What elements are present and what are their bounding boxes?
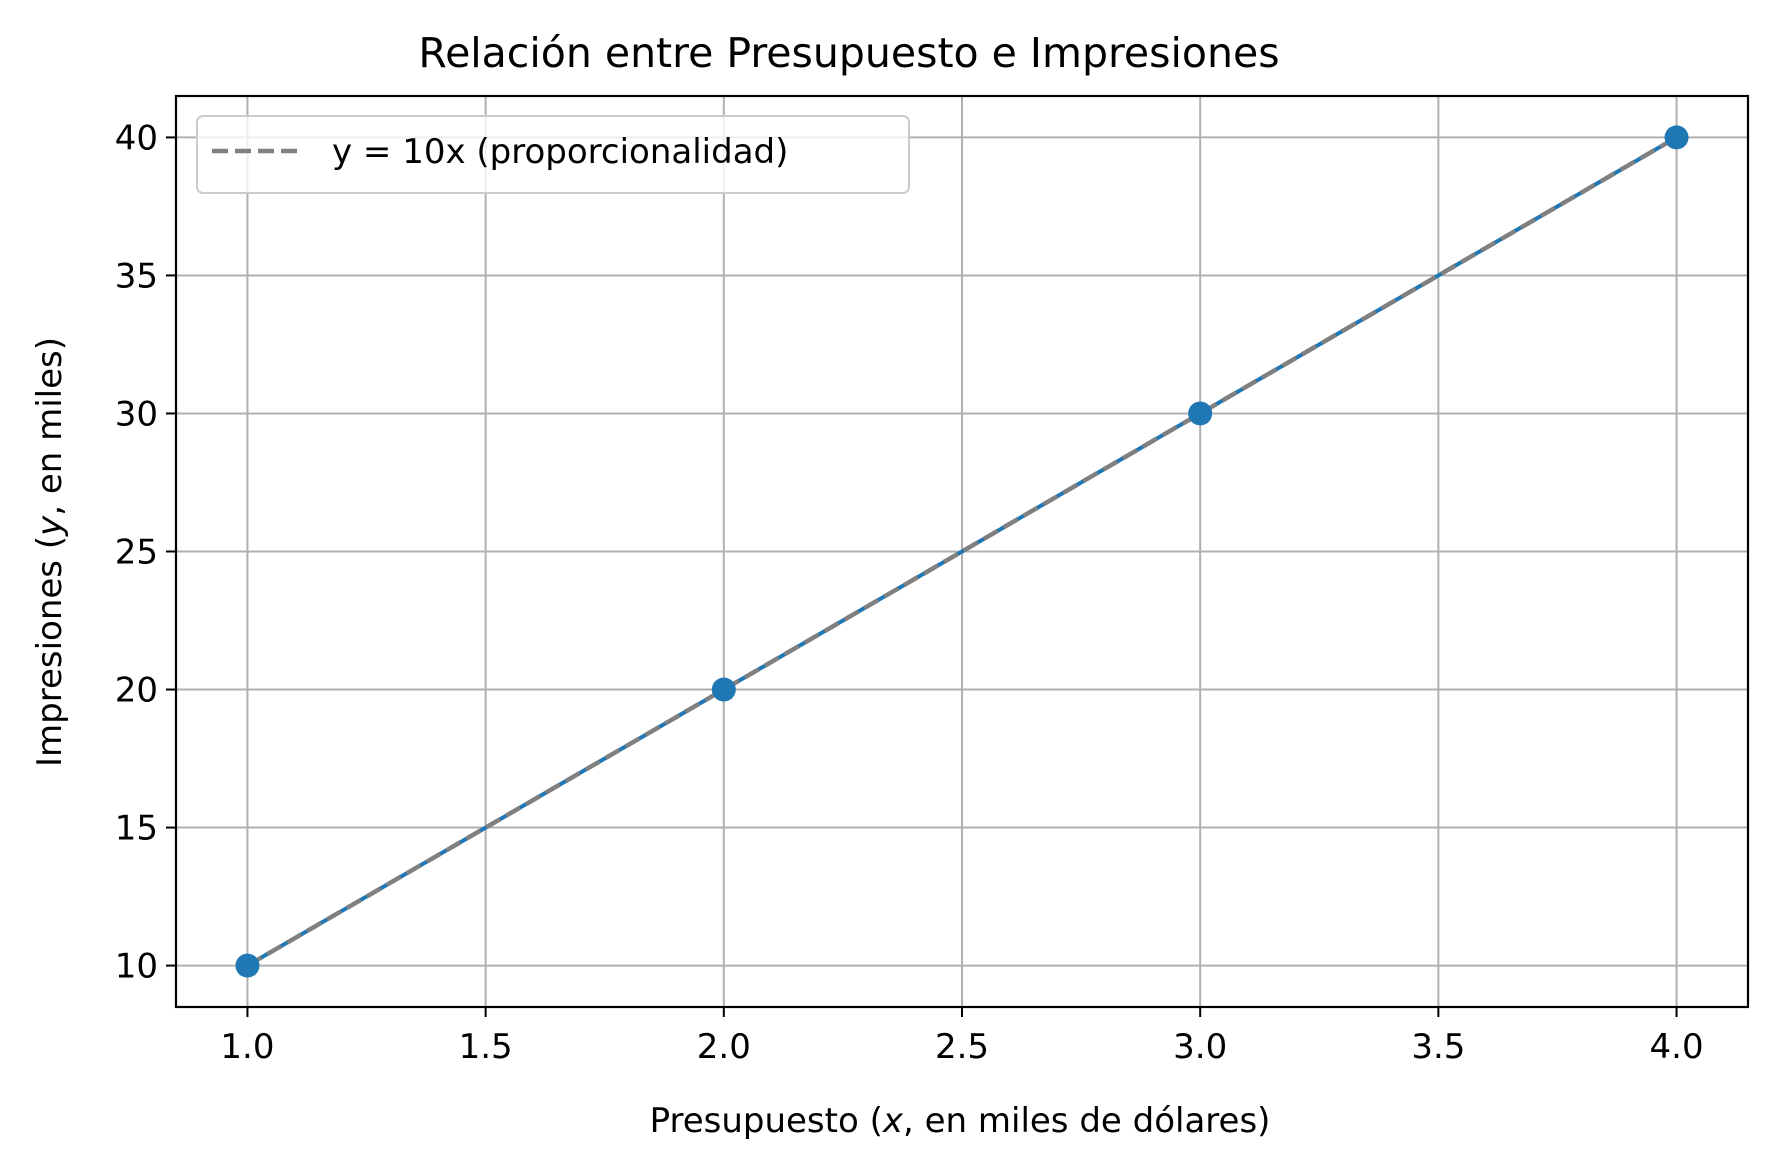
x-axis-title: Presupuesto (x, en miles de dólares) [650, 1101, 1271, 1141]
series-0-point-3 [1665, 125, 1689, 149]
y-tick-label-2: 20 [115, 671, 158, 711]
x-axis-title-part-3: , en miles de dólares) [903, 1101, 1270, 1141]
series-0-point-0 [235, 954, 259, 978]
legend-label: y = 10x (proporcionalidad) [332, 132, 788, 172]
legend: y = 10x (proporcionalidad) [197, 116, 909, 193]
y-axis-title-part-1: Impresiones ( [30, 536, 70, 767]
y-tick-label-4: 30 [115, 394, 158, 434]
x-tick-label-3: 2.5 [935, 1027, 989, 1067]
y-axis-title-variable: y [30, 515, 70, 537]
x-axis-title-variable: x [882, 1101, 904, 1141]
y-tick-label-5: 35 [115, 256, 158, 296]
x-tick-label-4: 3.0 [1173, 1027, 1227, 1067]
x-tick-label-0: 1.0 [220, 1027, 274, 1067]
series-0-point-1 [712, 678, 736, 702]
y-tick-label-0: 10 [115, 947, 158, 987]
y-axis-title-part-3: , en miles) [30, 337, 70, 516]
y-tick-label-3: 25 [115, 533, 158, 573]
x-tick-label-2: 2.0 [697, 1027, 751, 1067]
x-axis-title-part-1: Presupuesto ( [650, 1101, 883, 1141]
y-axis-title: Impresiones (y, en miles) [30, 337, 70, 767]
x-tick-label-5: 3.5 [1411, 1027, 1465, 1067]
series-0-point-2 [1188, 401, 1212, 425]
y-tick-label-6: 40 [115, 118, 158, 158]
x-tick-label-1: 1.5 [459, 1027, 513, 1067]
chart-title: Relación entre Presupuesto e Impresiones [418, 29, 1279, 77]
x-tick-label-6: 4.0 [1650, 1027, 1704, 1067]
y-tick-label-1: 15 [115, 809, 158, 849]
